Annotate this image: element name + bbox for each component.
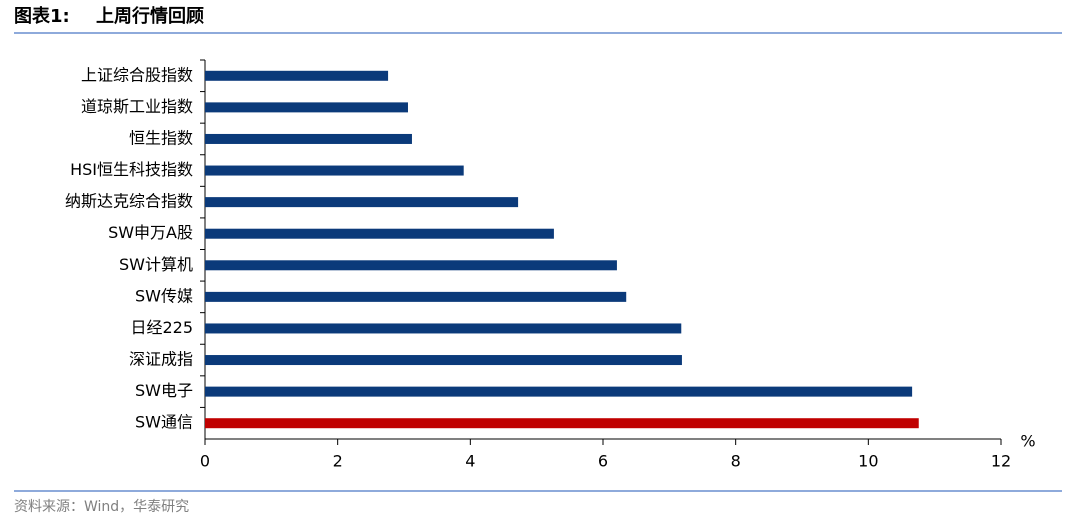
bar [205, 228, 554, 239]
x-tick-label: 10 [858, 452, 878, 471]
y-tick-label: HSI恒生科技指数 [70, 160, 193, 179]
x-tick-label: 6 [598, 452, 608, 471]
bar [205, 102, 408, 113]
x-axis-label: % [1020, 432, 1035, 451]
bar [205, 323, 682, 334]
bar [205, 197, 519, 208]
x-tick-label: 12 [991, 452, 1011, 471]
y-tick-label: SW通信 [135, 413, 193, 432]
x-tick-label: 4 [465, 452, 475, 471]
y-tick-label: 纳斯达克综合指数 [65, 192, 193, 211]
y-tick-label: 日经225 [130, 318, 193, 337]
bar [205, 386, 913, 397]
bar [205, 70, 389, 81]
y-tick-label: SW传媒 [135, 286, 193, 305]
y-tick-label: SW计算机 [119, 255, 193, 274]
bar [205, 133, 412, 144]
y-tick-label: SW电子 [135, 381, 193, 400]
x-tick-label: 2 [333, 452, 343, 471]
y-tick-label: 道琼斯工业指数 [81, 97, 193, 116]
y-tick-label: SW申万A股 [108, 223, 193, 242]
source: 资料来源：Wind，华泰研究 [14, 499, 189, 515]
bar [205, 260, 617, 271]
y-tick-label: 深证成指 [129, 350, 193, 369]
bar [205, 291, 627, 302]
bar [205, 165, 464, 176]
y-tick-label: 上证综合股指数 [81, 65, 193, 84]
figure-label: 图表1: [14, 5, 70, 27]
bar [205, 418, 919, 429]
bar [205, 355, 682, 366]
y-tick-label: 恒生指数 [129, 128, 193, 147]
x-tick-label: 0 [200, 452, 210, 471]
chart-title: 上周行情回顾 [96, 5, 204, 27]
x-tick-label: 8 [731, 452, 741, 471]
